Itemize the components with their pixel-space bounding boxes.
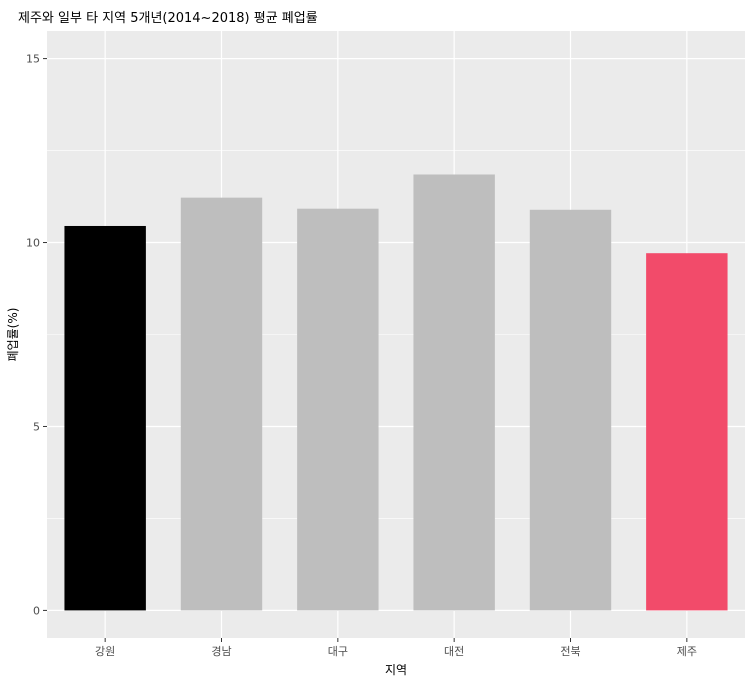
x-tick-label: 대구: [328, 645, 348, 658]
bar-제주: [646, 253, 728, 611]
bar-강원: [64, 225, 146, 611]
bar-대전: [413, 174, 495, 611]
bar-대구: [297, 208, 379, 611]
y-axis-title: 폐업률(%): [6, 308, 20, 362]
y-tick-label: 15: [26, 53, 40, 66]
x-tick-label: 제주: [677, 645, 697, 658]
chart-title: 제주와 일부 타 지역 5개년(2014~2018) 평균 폐업률: [18, 11, 318, 26]
x-axis: 강원 경남 대구 대전 전북 제주: [95, 638, 697, 658]
bar-경남: [180, 197, 263, 611]
x-tick-label: 대전: [444, 645, 464, 658]
bar-전북: [529, 209, 612, 611]
x-tick-label: 경남: [211, 645, 231, 658]
y-tick-label: 0: [33, 604, 40, 617]
bars: [64, 174, 728, 611]
y-axis: 0 5 10 15: [26, 53, 47, 617]
x-axis-title: 지역: [385, 663, 407, 677]
y-tick-label: 5: [33, 420, 40, 433]
y-tick-label: 10: [26, 237, 40, 250]
x-tick-label: 강원: [95, 645, 115, 658]
x-tick-label: 전북: [560, 645, 580, 658]
